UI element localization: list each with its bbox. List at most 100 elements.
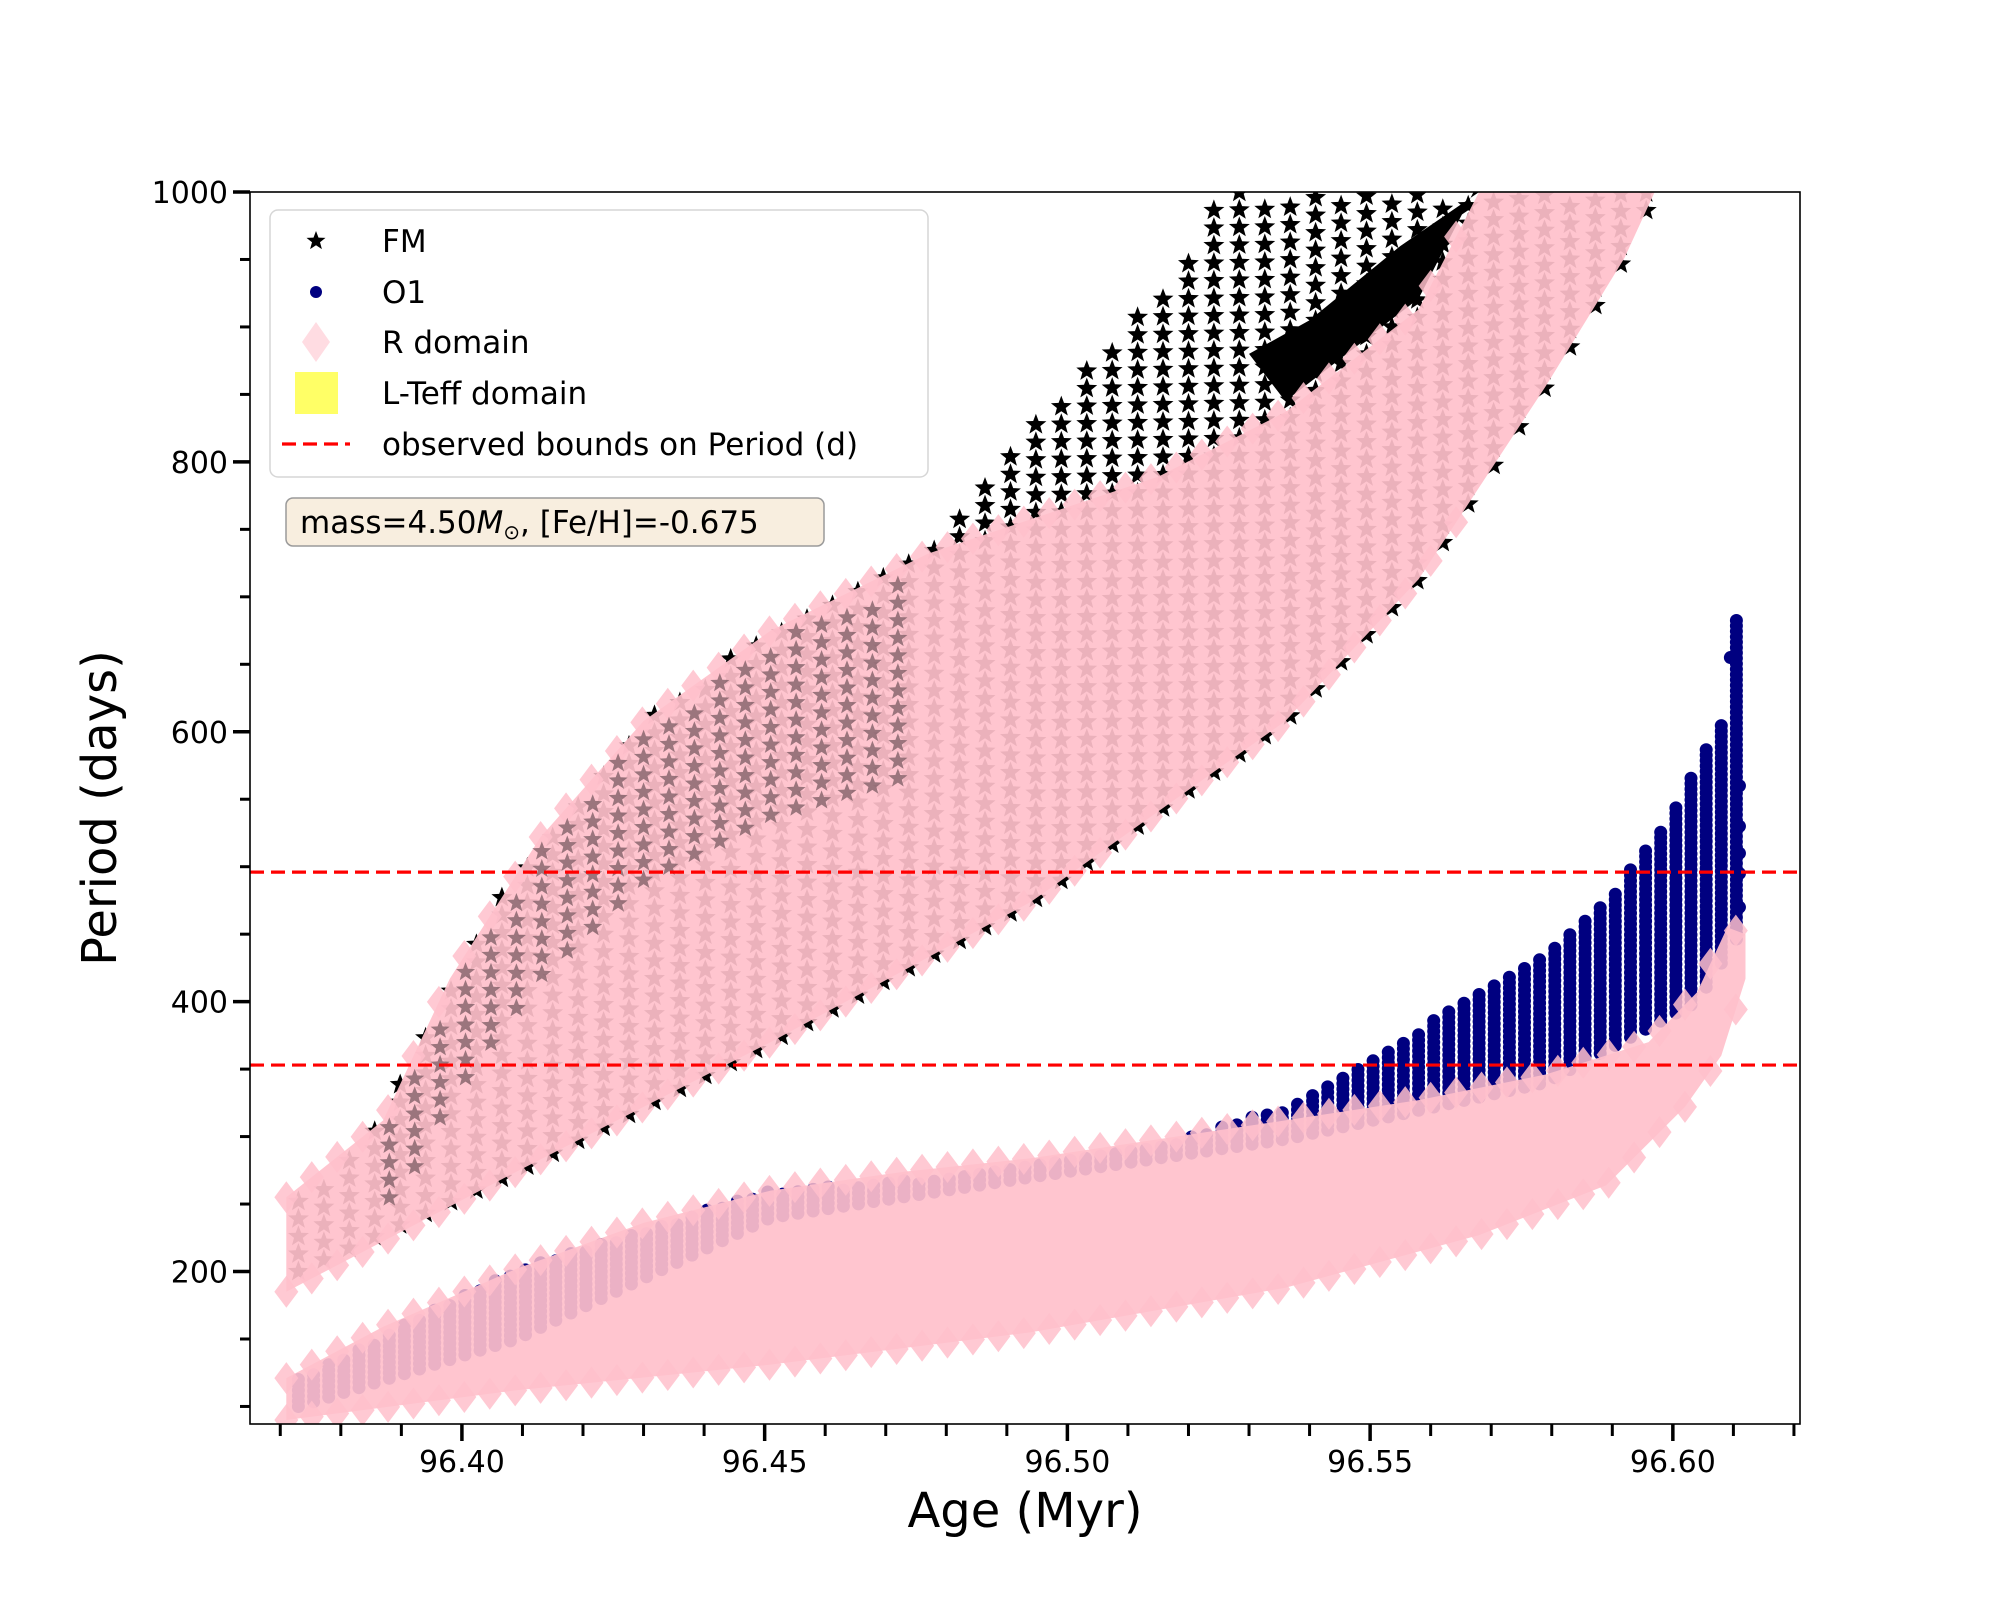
fm-point-behind-r <box>735 800 755 819</box>
fm-point <box>1432 198 1454 219</box>
fm-point <box>1000 480 1021 501</box>
fm-point <box>1101 394 1123 415</box>
r-domain-point <box>960 1323 985 1356</box>
r-domain-point <box>808 1167 833 1200</box>
x-axis: 96.40 96.45 96.50 96.55 96.60 <box>278 1424 1796 1480</box>
r-domain-point <box>1189 1116 1214 1149</box>
r-domain-point <box>681 1194 706 1227</box>
fm-point-behind-r <box>684 826 704 845</box>
r-domain-point <box>274 1403 299 1424</box>
r-domain-point <box>1647 1116 1672 1149</box>
fm-point-behind-r <box>786 674 806 693</box>
y-tick-label: 600 <box>171 716 228 751</box>
annotation-text: mass=4.50M⊙, [Fe/H]=-0.675 <box>300 505 759 544</box>
o1-point <box>1723 651 1737 665</box>
r-domain-point <box>1342 1252 1367 1285</box>
fm-point-behind-r <box>659 751 679 770</box>
o1-point <box>1412 1028 1426 1042</box>
r-domain-point <box>1342 631 1367 664</box>
fm-point-behind-r <box>812 720 832 739</box>
r-domain-point <box>299 1161 324 1194</box>
fm-point <box>1228 216 1250 237</box>
r-domain-point <box>732 1181 757 1214</box>
fm-point <box>1305 256 1327 277</box>
r-domain-point <box>1596 1038 1621 1071</box>
r-domain-point <box>833 577 858 610</box>
fm-point <box>1127 376 1149 397</box>
fm-point-behind-r <box>583 882 603 901</box>
x-tick-label: 96.60 <box>1630 1445 1716 1480</box>
fm-point-behind-r <box>786 745 806 764</box>
o1-point <box>1472 988 1486 1001</box>
fm-point <box>1101 377 1123 397</box>
fm-point <box>1279 301 1301 322</box>
r-domain-point <box>1316 1097 1341 1130</box>
r-domain-point <box>604 1216 629 1249</box>
r-domain-point <box>1164 1120 1189 1153</box>
fm-point-behind-r <box>506 910 526 929</box>
r-domain-point <box>1469 1071 1494 1104</box>
fm-point-behind-r <box>837 677 857 696</box>
r-domain-point <box>681 1356 706 1389</box>
fm-point <box>923 539 945 560</box>
fm-point-behind-r <box>888 768 908 787</box>
fm-point-behind-r <box>557 923 577 942</box>
r-domain-point <box>604 1364 629 1397</box>
fm-point-behind-r <box>506 893 526 912</box>
fm-point-behind-r <box>430 1107 450 1126</box>
fm-point-behind-r <box>379 1134 399 1153</box>
fm-point-behind-r <box>888 663 908 682</box>
fm-point-behind-r <box>684 703 704 722</box>
fm-point <box>1152 288 1174 309</box>
r-domain-point <box>376 1094 401 1127</box>
fm-point-behind-r <box>634 852 654 871</box>
r-domain-point <box>1393 303 1418 336</box>
fm-point <box>1203 234 1225 255</box>
r-domain-point <box>376 1390 401 1423</box>
o1-point <box>1624 863 1637 877</box>
o1-point <box>1732 846 1746 860</box>
fm-point-behind-r <box>557 835 577 854</box>
fm-point-behind-r <box>659 769 679 788</box>
fm-point <box>1050 395 1072 416</box>
fm-point-behind-r <box>506 980 526 999</box>
o1-point <box>1563 928 1577 942</box>
o1-point <box>1669 801 1683 815</box>
diamond-marker-icon <box>302 322 330 362</box>
fm-point <box>1127 394 1149 414</box>
fm-point <box>1076 430 1098 451</box>
fm-point <box>1330 247 1352 268</box>
fm-point-behind-r <box>684 773 704 792</box>
fm-point <box>1152 305 1174 326</box>
fm-point <box>1178 410 1199 431</box>
fm-point <box>1228 409 1250 430</box>
fm-point <box>1203 409 1225 430</box>
fm-point-behind-r <box>583 829 603 848</box>
fm-point-behind-r <box>862 705 882 724</box>
o1-point <box>1729 614 1743 627</box>
r-domain-point <box>1342 342 1367 375</box>
fm-point <box>1025 413 1047 434</box>
fm-point-behind-r <box>888 698 908 717</box>
fm-point-behind-r <box>786 762 806 781</box>
fm-point <box>1203 199 1225 220</box>
fm-point-behind-r <box>684 756 704 775</box>
r-domain-point <box>579 1225 604 1258</box>
fm-point-behind-r <box>710 778 730 797</box>
fm-point <box>1000 445 1021 466</box>
r-domain-point <box>579 1366 604 1399</box>
r-domain-point <box>350 1120 375 1153</box>
fm-point <box>1076 412 1098 433</box>
fm-point-behind-r <box>710 760 730 779</box>
legend-item-observed-bounds-on-period-d: observed bounds on Period (d) <box>282 427 858 463</box>
fm-point-behind-r <box>634 729 654 748</box>
fm-point <box>1076 447 1098 468</box>
fm-point-behind-r <box>761 682 781 701</box>
r-domain-point <box>1062 1135 1087 1168</box>
fm-point <box>1330 264 1352 285</box>
fm-point-behind-r <box>837 765 857 784</box>
legend-item-l-teff-domain: L-Teff domain <box>295 372 587 414</box>
r-domain-point <box>1189 764 1214 797</box>
r-domain-point <box>1393 1239 1418 1272</box>
fm-point <box>1330 229 1352 250</box>
